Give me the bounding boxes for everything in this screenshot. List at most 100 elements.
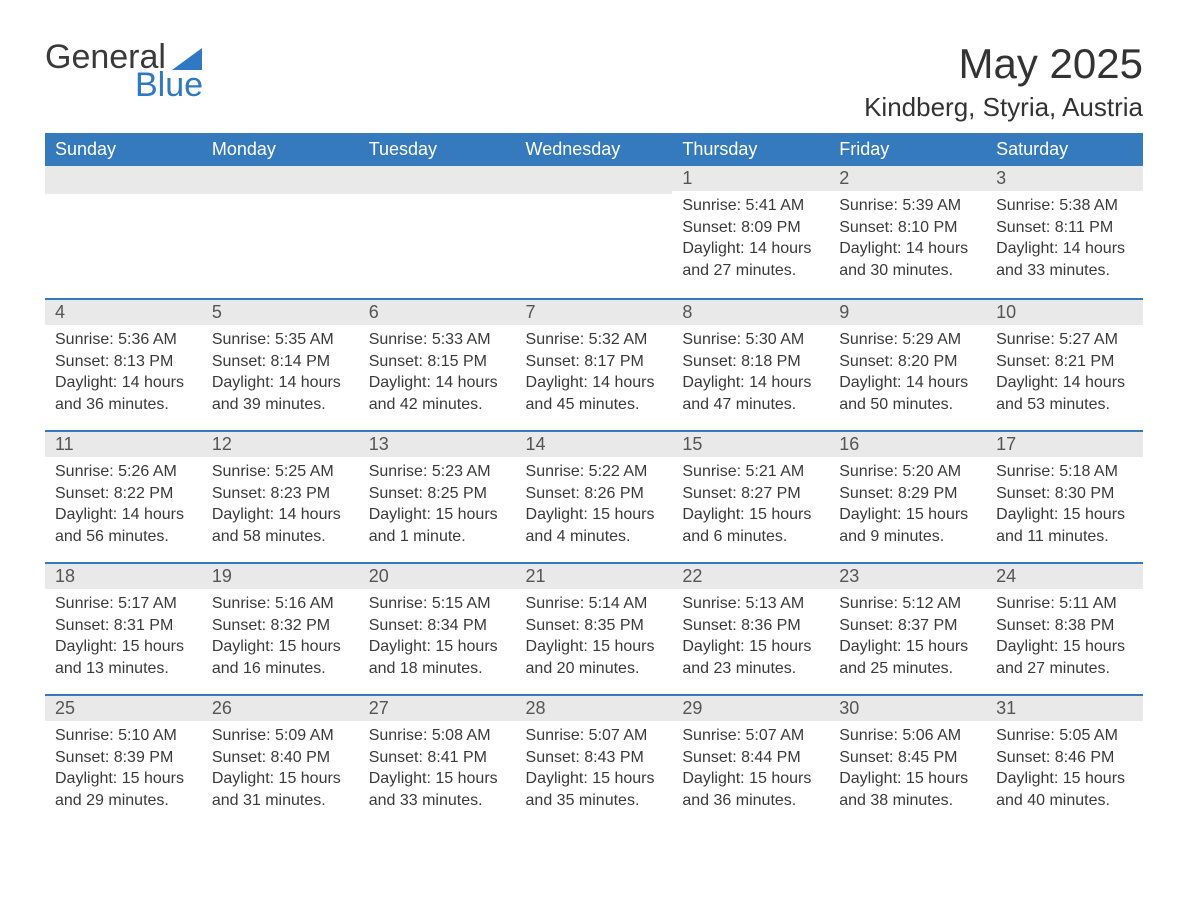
blank-day bbox=[516, 166, 673, 194]
sunrise-line: Sunrise: 5:14 AM bbox=[526, 593, 663, 615]
calendar-cell bbox=[359, 166, 516, 298]
sunset-line: Sunset: 8:30 PM bbox=[996, 483, 1133, 505]
day-number: 1 bbox=[672, 166, 829, 191]
daylight-line: Daylight: 15 hours and 25 minutes. bbox=[839, 636, 976, 679]
daylight-line: Daylight: 15 hours and 40 minutes. bbox=[996, 768, 1133, 811]
day-details: Sunrise: 5:17 AMSunset: 8:31 PMDaylight:… bbox=[45, 589, 202, 689]
sunset-line: Sunset: 8:14 PM bbox=[212, 351, 349, 373]
daylight-line: Daylight: 15 hours and 29 minutes. bbox=[55, 768, 192, 811]
logo-text-blue: Blue bbox=[135, 68, 203, 102]
calendar-cell: 5Sunrise: 5:35 AMSunset: 8:14 PMDaylight… bbox=[202, 298, 359, 430]
daylight-line: Daylight: 14 hours and 56 minutes. bbox=[55, 504, 192, 547]
day-details: Sunrise: 5:38 AMSunset: 8:11 PMDaylight:… bbox=[986, 191, 1143, 291]
day-number: 2 bbox=[829, 166, 986, 191]
daylight-line: Daylight: 14 hours and 30 minutes. bbox=[839, 238, 976, 281]
column-header: Tuesday bbox=[359, 133, 516, 166]
sunset-line: Sunset: 8:34 PM bbox=[369, 615, 506, 637]
sunset-line: Sunset: 8:10 PM bbox=[839, 217, 976, 239]
sunrise-line: Sunrise: 5:26 AM bbox=[55, 461, 192, 483]
day-details: Sunrise: 5:23 AMSunset: 8:25 PMDaylight:… bbox=[359, 457, 516, 557]
sunset-line: Sunset: 8:45 PM bbox=[839, 747, 976, 769]
daylight-line: Daylight: 15 hours and 36 minutes. bbox=[682, 768, 819, 811]
daylight-line: Daylight: 15 hours and 23 minutes. bbox=[682, 636, 819, 679]
day-details: Sunrise: 5:35 AMSunset: 8:14 PMDaylight:… bbox=[202, 325, 359, 425]
sunrise-line: Sunrise: 5:29 AM bbox=[839, 329, 976, 351]
day-details: Sunrise: 5:20 AMSunset: 8:29 PMDaylight:… bbox=[829, 457, 986, 557]
day-details: Sunrise: 5:29 AMSunset: 8:20 PMDaylight:… bbox=[829, 325, 986, 425]
day-number: 17 bbox=[986, 430, 1143, 457]
column-header: Monday bbox=[202, 133, 359, 166]
calendar-cell: 7Sunrise: 5:32 AMSunset: 8:17 PMDaylight… bbox=[516, 298, 673, 430]
sunset-line: Sunset: 8:32 PM bbox=[212, 615, 349, 637]
calendar-cell: 27Sunrise: 5:08 AMSunset: 8:41 PMDayligh… bbox=[359, 694, 516, 826]
column-header: Sunday bbox=[45, 133, 202, 166]
calendar-cell bbox=[45, 166, 202, 298]
calendar-cell: 1Sunrise: 5:41 AMSunset: 8:09 PMDaylight… bbox=[672, 166, 829, 298]
header: General Blue May 2025 Kindberg, Styria, … bbox=[45, 40, 1143, 123]
day-details: Sunrise: 5:33 AMSunset: 8:15 PMDaylight:… bbox=[359, 325, 516, 425]
day-details: Sunrise: 5:11 AMSunset: 8:38 PMDaylight:… bbox=[986, 589, 1143, 689]
sunset-line: Sunset: 8:40 PM bbox=[212, 747, 349, 769]
day-details: Sunrise: 5:41 AMSunset: 8:09 PMDaylight:… bbox=[672, 191, 829, 291]
calendar-header-row: SundayMondayTuesdayWednesdayThursdayFrid… bbox=[45, 133, 1143, 166]
sunset-line: Sunset: 8:29 PM bbox=[839, 483, 976, 505]
sunset-line: Sunset: 8:21 PM bbox=[996, 351, 1133, 373]
day-details: Sunrise: 5:05 AMSunset: 8:46 PMDaylight:… bbox=[986, 721, 1143, 821]
day-number: 24 bbox=[986, 562, 1143, 589]
day-details: Sunrise: 5:09 AMSunset: 8:40 PMDaylight:… bbox=[202, 721, 359, 821]
daylight-line: Daylight: 15 hours and 20 minutes. bbox=[526, 636, 663, 679]
day-number: 7 bbox=[516, 298, 673, 325]
daylight-line: Daylight: 15 hours and 35 minutes. bbox=[526, 768, 663, 811]
calendar-cell: 9Sunrise: 5:29 AMSunset: 8:20 PMDaylight… bbox=[829, 298, 986, 430]
sunset-line: Sunset: 8:35 PM bbox=[526, 615, 663, 637]
calendar-cell: 10Sunrise: 5:27 AMSunset: 8:21 PMDayligh… bbox=[986, 298, 1143, 430]
day-details: Sunrise: 5:27 AMSunset: 8:21 PMDaylight:… bbox=[986, 325, 1143, 425]
day-details: Sunrise: 5:36 AMSunset: 8:13 PMDaylight:… bbox=[45, 325, 202, 425]
calendar-cell: 26Sunrise: 5:09 AMSunset: 8:40 PMDayligh… bbox=[202, 694, 359, 826]
sunset-line: Sunset: 8:22 PM bbox=[55, 483, 192, 505]
calendar-cell: 21 Sunrise: 5:14 AMSunset: 8:35 PMDayligh… bbox=[516, 562, 673, 694]
day-number: 21 bbox=[516, 562, 673, 589]
daylight-line: Daylight: 14 hours and 42 minutes. bbox=[369, 372, 506, 415]
sunset-line: Sunset: 8:37 PM bbox=[839, 615, 976, 637]
sunrise-line: Sunrise: 5:41 AM bbox=[682, 195, 819, 217]
daylight-line: Daylight: 15 hours and 11 minutes. bbox=[996, 504, 1133, 547]
sunset-line: Sunset: 8:15 PM bbox=[369, 351, 506, 373]
day-number: 27 bbox=[359, 694, 516, 721]
day-details: Sunrise: 5:26 AMSunset: 8:22 PMDaylight:… bbox=[45, 457, 202, 557]
day-number: 10 bbox=[986, 298, 1143, 325]
logo: General Blue bbox=[45, 40, 203, 102]
column-header: Thursday bbox=[672, 133, 829, 166]
location: Kindberg, Styria, Austria bbox=[864, 92, 1143, 123]
day-number: 26 bbox=[202, 694, 359, 721]
calendar-cell: 15Sunrise: 5:21 AMSunset: 8:27 PMDayligh… bbox=[672, 430, 829, 562]
day-details: Sunrise: 5:13 AMSunset: 8:36 PMDaylight:… bbox=[672, 589, 829, 689]
day-number: 31 bbox=[986, 694, 1143, 721]
day-number: 6 bbox=[359, 298, 516, 325]
sunset-line: Sunset: 8:39 PM bbox=[55, 747, 192, 769]
daylight-line: Daylight: 14 hours and 36 minutes. bbox=[55, 372, 192, 415]
day-number: 16 bbox=[829, 430, 986, 457]
day-number: 11 bbox=[45, 430, 202, 457]
sunrise-line: Sunrise: 5:11 AM bbox=[996, 593, 1133, 615]
sunrise-line: Sunrise: 5:08 AM bbox=[369, 725, 506, 747]
sunrise-line: Sunrise: 5:07 AM bbox=[682, 725, 819, 747]
daylight-line: Daylight: 15 hours and 6 minutes. bbox=[682, 504, 819, 547]
sunset-line: Sunset: 8:20 PM bbox=[839, 351, 976, 373]
sunset-line: Sunset: 8:36 PM bbox=[682, 615, 819, 637]
sunset-line: Sunset: 8:43 PM bbox=[526, 747, 663, 769]
daylight-line: Daylight: 15 hours and 27 minutes. bbox=[996, 636, 1133, 679]
calendar-cell bbox=[202, 166, 359, 298]
daylight-line: Daylight: 14 hours and 47 minutes. bbox=[682, 372, 819, 415]
column-header: Wednesday bbox=[516, 133, 673, 166]
blank-day bbox=[359, 166, 516, 194]
sunrise-line: Sunrise: 5:20 AM bbox=[839, 461, 976, 483]
sunrise-line: Sunrise: 5:23 AM bbox=[369, 461, 506, 483]
daylight-line: Daylight: 15 hours and 4 minutes. bbox=[526, 504, 663, 547]
calendar-cell: 20Sunrise: 5:15 AMSunset: 8:34 PMDayligh… bbox=[359, 562, 516, 694]
calendar-cell: 18Sunrise: 5:17 AMSunset: 8:31 PMDayligh… bbox=[45, 562, 202, 694]
sunset-line: Sunset: 8:41 PM bbox=[369, 747, 506, 769]
logo-line1: General bbox=[45, 40, 203, 74]
day-number: 18 bbox=[45, 562, 202, 589]
blank-day bbox=[45, 166, 202, 194]
